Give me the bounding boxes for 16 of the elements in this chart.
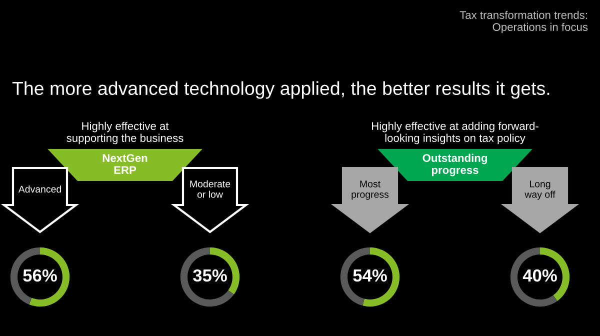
text: Most progress xyxy=(352,180,389,200)
text: Tax transformation trends: Operations in focus xyxy=(460,10,588,34)
donut-slice xyxy=(510,247,558,307)
donut-slice xyxy=(180,247,234,307)
data-label: 40% xyxy=(522,269,557,282)
text: Moderate or low xyxy=(190,180,230,198)
text: NextGen ERP xyxy=(102,154,148,174)
text: Highly effective at supporting the business xyxy=(66,122,184,144)
data-label: 56% xyxy=(23,269,57,282)
data-label: 54% xyxy=(353,269,387,282)
text: Highly effective at adding forward- looking insights on tax policy xyxy=(372,122,538,144)
text: Outstanding progress xyxy=(422,154,487,176)
text: Long way off xyxy=(524,180,556,200)
text: The more advanced technology applied, the better results it gets. xyxy=(12,81,550,99)
text: Advanced xyxy=(18,185,61,193)
data-label: 35% xyxy=(193,269,227,282)
